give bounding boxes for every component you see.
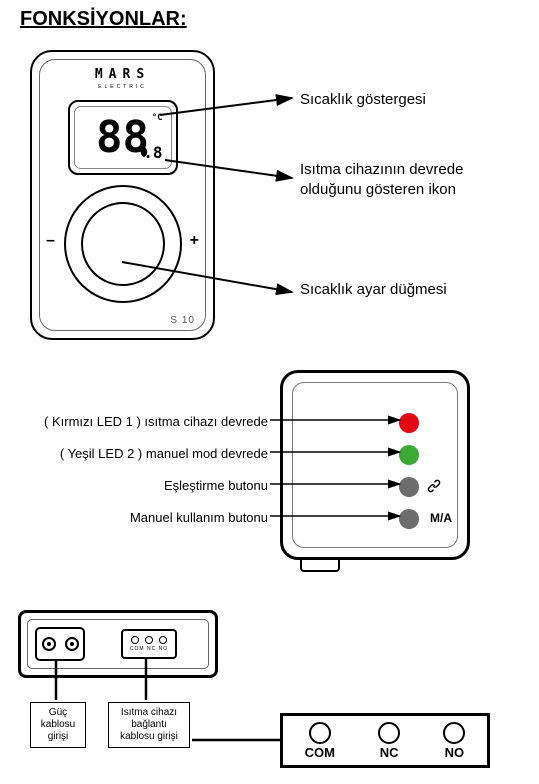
heater-cable-label: Isıtma cihazı bağlantı kablosu girişi (108, 702, 190, 748)
flame-icon (139, 145, 149, 161)
ma-label: M/A (430, 511, 452, 525)
terminal-nc: NC (378, 722, 400, 760)
terminal-circle (443, 722, 465, 744)
connector-box: COM NC NO (18, 610, 218, 678)
brand-text: MARS (32, 67, 213, 82)
label-pair: Eşleştirme butonu (8, 478, 268, 494)
pairing-button[interactable] (399, 477, 419, 497)
model-label: S 10 (170, 315, 195, 326)
terminal-block: COM NC NO (280, 713, 490, 768)
minus-symbol: – (46, 232, 55, 250)
terminal-no: NO (443, 722, 465, 760)
relay-port: COM NC NO (121, 629, 177, 659)
plus-symbol: + (190, 232, 199, 250)
brand-sub-text: ELECTRIC (32, 84, 213, 90)
terminal-circle (378, 722, 400, 744)
relay-port-labels: COM NC NO (130, 646, 168, 652)
lcd-inner: 88 °C .8 (74, 106, 172, 169)
callout-heat-icon: Isıtma cihazının devrede olduğunu göster… (300, 160, 480, 201)
dial-knob[interactable] (81, 202, 165, 286)
label-manual: Manuel kullanım butonu (8, 510, 268, 526)
link-icon (425, 477, 443, 500)
power-cable-label: Güç kablosu girişi (30, 702, 86, 748)
led-green (399, 445, 419, 465)
power-pin (65, 637, 79, 651)
led-red (399, 413, 419, 433)
terminal-label-nc: NC (380, 745, 399, 760)
label-led2: ( Yeşil LED 2 ) manuel mod devrede (8, 446, 268, 462)
power-port (35, 627, 85, 661)
callout-temp-display: Sıcaklık göstergesi (300, 90, 426, 110)
manual-button[interactable] (399, 509, 419, 529)
terminal-label-com: COM (305, 745, 335, 760)
callout-dial: Sıcaklık ayar düğmesi (300, 280, 450, 300)
power-pin (42, 637, 56, 651)
thermostat-unit: MARS ELECTRIC 88 °C .8 – + S 10 (30, 50, 215, 340)
terminal-com: COM (305, 722, 335, 760)
degree-unit: °C (152, 113, 163, 123)
terminal-label-no: NO (445, 745, 465, 760)
lcd-display: 88 °C .8 (68, 100, 178, 175)
receiver-unit: M/A (280, 370, 470, 560)
label-led1: ( Kırmızı LED 1 ) ısıtma cihazı devrede (8, 414, 268, 430)
terminal-circle (309, 722, 331, 744)
page-title: FONKSİYONLAR: (20, 8, 187, 31)
receiver-foot (300, 560, 340, 572)
